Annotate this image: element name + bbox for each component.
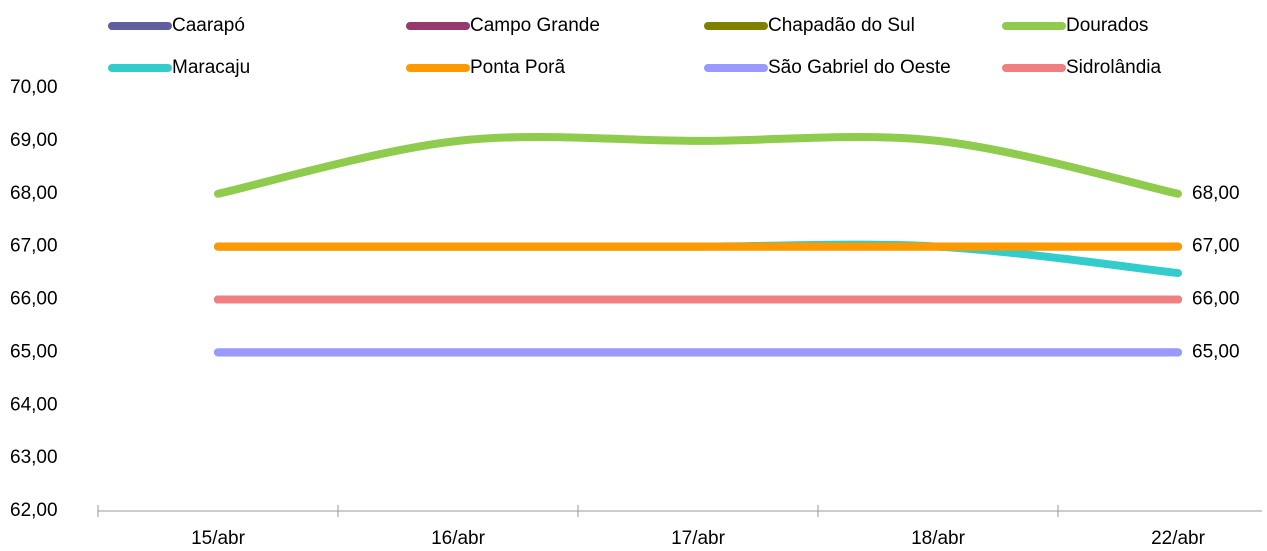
y-tick-label: 64,00 xyxy=(10,394,58,415)
series-line xyxy=(214,132,1182,198)
data-label: 66,00 xyxy=(1192,289,1240,310)
legend-label: Ponta Porã xyxy=(470,57,565,78)
legend-label: Campo Grande xyxy=(470,15,600,36)
x-tick-label: 15/abr xyxy=(191,528,246,549)
legend-label: São Gabriel do Oeste xyxy=(768,57,951,78)
y-tick-label: 65,00 xyxy=(10,341,58,362)
x-tick-label: 22/abr xyxy=(1151,528,1206,549)
legend-label: Maracaju xyxy=(172,57,250,78)
data-label: 67,00 xyxy=(1192,236,1240,257)
x-tick-label: 16/abr xyxy=(431,528,486,549)
legend-label: Chapadão do Sul xyxy=(768,15,915,36)
y-tick-label: 63,00 xyxy=(10,447,58,468)
y-tick-label: 62,00 xyxy=(10,500,58,521)
y-tick-label: 69,00 xyxy=(10,130,58,151)
legend-label: Sidrolândia xyxy=(1066,57,1161,78)
legend-label: Caarapó xyxy=(172,15,245,36)
data-label: 65,00 xyxy=(1192,341,1240,362)
x-tick-label: 18/abr xyxy=(911,528,966,549)
data-label: 68,00 xyxy=(1192,183,1240,204)
x-tick-label: 17/abr xyxy=(671,528,726,549)
y-tick-label: 67,00 xyxy=(10,236,58,257)
y-tick-label: 68,00 xyxy=(10,183,58,204)
y-tick-label: 70,00 xyxy=(10,77,58,98)
legend-label: Dourados xyxy=(1066,15,1148,36)
y-tick-label: 66,00 xyxy=(10,289,58,310)
